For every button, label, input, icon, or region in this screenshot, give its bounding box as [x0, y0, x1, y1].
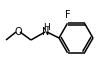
Text: N: N: [42, 27, 50, 37]
Text: O: O: [14, 27, 22, 37]
Text: H: H: [43, 22, 49, 32]
Text: F: F: [65, 10, 70, 20]
